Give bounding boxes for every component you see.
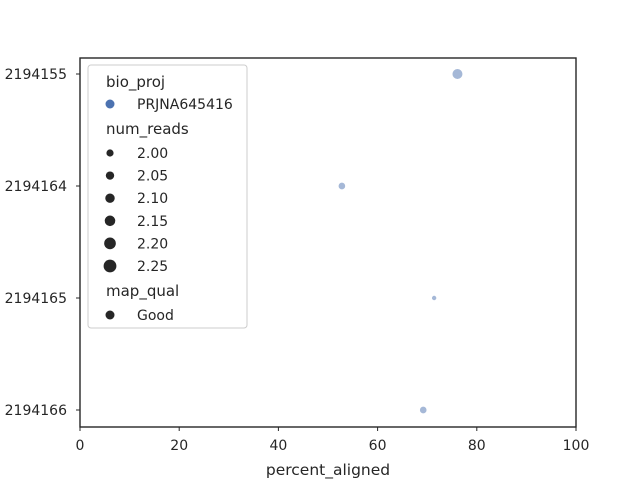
legend-hue-title: bio_proj <box>106 73 165 92</box>
legend-hue-label: PRJNA645416 <box>137 97 233 113</box>
data-point <box>337 181 347 191</box>
legend-size-title: num_reads <box>106 120 189 139</box>
legend-size-marker <box>105 193 115 203</box>
y-tick-label: 2194165 <box>5 291 67 307</box>
points-layer <box>337 68 464 415</box>
legend-size-marker <box>104 237 116 250</box>
legend-style-title: map_qual <box>106 282 179 301</box>
legend-style-label: Good <box>137 308 174 324</box>
x-tick-label: 60 <box>369 438 387 454</box>
legend-size-label: 2.05 <box>137 169 168 185</box>
legend-hue-marker <box>105 99 115 109</box>
y-tick-label: 2194166 <box>5 403 67 419</box>
legend-box <box>87 64 248 329</box>
legend-style-marker <box>105 310 115 320</box>
x-axis-label: percent_aligned <box>266 461 390 480</box>
data-point <box>431 294 438 301</box>
legend-size-marker <box>105 171 115 180</box>
legend-size-marker <box>104 215 116 227</box>
legend-size-label: 2.00 <box>137 146 168 162</box>
data-point <box>419 405 428 415</box>
legend-size-label: 2.25 <box>137 259 168 275</box>
x-tick-label: 80 <box>468 438 486 454</box>
legend-size-items: 2.00 2.05 2.10 2.15 2.20 2.25 <box>103 146 168 275</box>
y-tick-label: 2194164 <box>5 179 67 195</box>
x-tick-label: 40 <box>269 438 287 454</box>
x-tick-label: 100 <box>563 438 590 454</box>
y-tick-label: 2194155 <box>5 67 67 83</box>
x-tick-label: 0 <box>76 438 85 454</box>
legend-size-marker <box>106 149 114 157</box>
legend-size-label: 2.15 <box>137 214 168 230</box>
x-ticks: 0 20 40 60 80 100 <box>76 427 590 454</box>
legend-size-label: 2.20 <box>137 236 168 252</box>
legend: bio_proj PRJNA645416 num_reads 2.002.052… <box>87 64 248 329</box>
legend-size-label: 2.10 <box>137 191 168 207</box>
legend-size-marker <box>103 259 117 273</box>
data-point <box>451 68 464 80</box>
y-ticks: 2194155 2194164 2194165 2194166 <box>5 67 80 419</box>
legend-style-items: Good <box>105 308 174 324</box>
legend-hue-items: PRJNA645416 <box>105 97 233 113</box>
x-tick-label: 20 <box>170 438 188 454</box>
